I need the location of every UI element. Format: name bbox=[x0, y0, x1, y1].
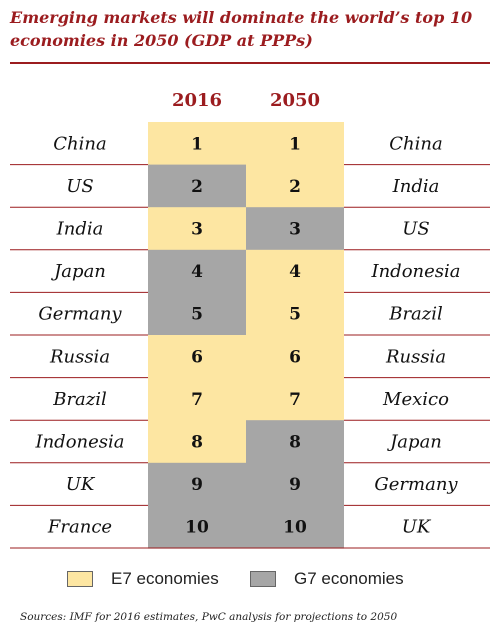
cell-2016-bg bbox=[148, 505, 246, 549]
rank-2016: 6 bbox=[191, 347, 203, 367]
column-header-2016: 2016 bbox=[171, 90, 223, 111]
rank-2016: 2 bbox=[191, 177, 203, 197]
legend-swatch-e7 bbox=[67, 571, 93, 587]
country-2050: Indonesia bbox=[370, 261, 460, 282]
rank-2050: 5 bbox=[289, 305, 301, 325]
rank-2016: 7 bbox=[191, 390, 203, 410]
country-2050: China bbox=[389, 133, 442, 154]
source-note: Sources: IMF for 2016 estimates, PwC ana… bbox=[20, 611, 398, 623]
cell-2016-bg bbox=[148, 122, 246, 166]
country-2016: Japan bbox=[50, 261, 106, 282]
cell-2016-bg bbox=[148, 292, 246, 336]
country-2016: US bbox=[66, 176, 94, 197]
cell-2016-bg bbox=[148, 249, 246, 293]
legend-label-g7: G7 economies bbox=[294, 569, 404, 588]
ranking-table: China 1 1 China US 2 2 India India 3 3 US Japan 4 4 Ind… bbox=[10, 122, 490, 549]
cell-2050-bg bbox=[246, 462, 344, 506]
cell-2016-bg bbox=[148, 207, 246, 251]
title-divider bbox=[10, 62, 490, 64]
cell-2016-bg bbox=[148, 377, 246, 421]
cell-2050-bg bbox=[246, 164, 344, 208]
rank-2050: 1 bbox=[289, 134, 301, 154]
cell-2050-bg bbox=[246, 292, 344, 336]
rank-2050: 3 bbox=[289, 220, 301, 240]
country-2016: Brazil bbox=[52, 389, 107, 410]
rank-2016: 4 bbox=[191, 262, 203, 282]
rank-2050: 8 bbox=[289, 433, 301, 453]
rank-2016: 5 bbox=[191, 305, 203, 325]
cell-2050-bg bbox=[246, 377, 344, 421]
country-2016: Germany bbox=[38, 304, 122, 325]
country-2016: Russia bbox=[49, 346, 110, 367]
country-2016: France bbox=[47, 517, 112, 538]
rank-2050: 2 bbox=[289, 177, 301, 197]
column-header-2050: 2050 bbox=[269, 90, 321, 111]
rank-2016: 10 bbox=[185, 518, 209, 538]
country-2050: UK bbox=[402, 517, 432, 538]
cell-2050-bg bbox=[246, 207, 344, 251]
rank-2050: 9 bbox=[289, 475, 301, 495]
legend-label-e7: E7 economies bbox=[111, 569, 219, 588]
country-2050: India bbox=[392, 176, 440, 197]
chart-title: Emerging markets will dominate the world… bbox=[10, 8, 473, 50]
cell-2050-bg bbox=[246, 420, 344, 464]
cell-2050-bg bbox=[246, 249, 344, 293]
country-2016: India bbox=[56, 219, 104, 240]
rank-2050: 7 bbox=[289, 390, 301, 410]
rank-2016: 8 bbox=[191, 433, 203, 453]
legend-swatch-g7 bbox=[250, 571, 276, 587]
rank-2016: 3 bbox=[191, 220, 203, 240]
cell-2016-bg bbox=[148, 462, 246, 506]
cell-2016-bg bbox=[148, 420, 246, 464]
cell-2050-bg bbox=[246, 335, 344, 379]
country-2050: US bbox=[402, 219, 430, 240]
rank-2050: 6 bbox=[289, 347, 301, 367]
country-2050: Russia bbox=[385, 346, 446, 367]
country-2050: Mexico bbox=[382, 389, 449, 410]
rank-2050: 4 bbox=[289, 262, 301, 282]
country-2016: Indonesia bbox=[34, 432, 124, 453]
country-2050: Japan bbox=[386, 432, 442, 453]
cell-2016-bg bbox=[148, 335, 246, 379]
country-2016: UK bbox=[66, 474, 96, 495]
cell-2016-bg bbox=[148, 164, 246, 208]
country-2016: China bbox=[53, 133, 106, 154]
country-2050: Brazil bbox=[388, 304, 443, 325]
rank-2016: 1 bbox=[191, 134, 203, 154]
cell-2050-bg bbox=[246, 505, 344, 549]
country-2050: Germany bbox=[374, 474, 458, 495]
rank-2050: 10 bbox=[283, 518, 307, 538]
cell-2050-bg bbox=[246, 122, 344, 166]
rank-2016: 9 bbox=[191, 475, 203, 495]
